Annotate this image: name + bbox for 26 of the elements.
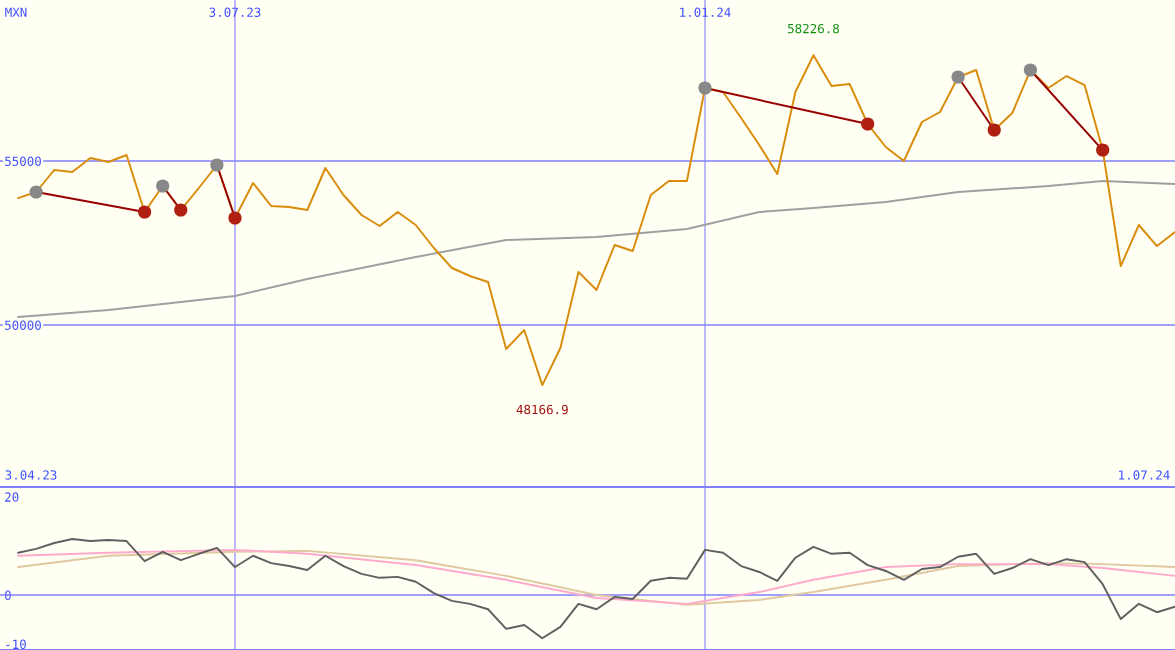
annotation: 3.04.23 <box>5 470 57 480</box>
annotation: 48166.9 <box>516 404 568 415</box>
point <box>156 179 170 193</box>
y-tick-label: 55000 <box>5 156 41 166</box>
annotation: 1.07.24 <box>1119 470 1170 480</box>
x-tick-label: 1.01.24 <box>680 7 731 18</box>
point <box>1023 63 1037 77</box>
point <box>29 185 43 199</box>
y-tick-label: 20 <box>5 492 19 502</box>
point <box>698 81 712 95</box>
line-series <box>17 538 1175 640</box>
point <box>228 211 242 225</box>
line-series <box>17 180 1175 318</box>
point <box>987 123 1001 137</box>
point <box>1096 143 1110 157</box>
point <box>861 117 875 131</box>
y-tick-label: 50000 <box>5 320 41 330</box>
y-tick-label: -10 <box>6 639 26 650</box>
point <box>951 70 965 84</box>
point <box>210 158 224 172</box>
y-axis-title: MXN <box>5 7 27 17</box>
x-tick-label: 3.07.23 <box>209 7 261 18</box>
y-tick-label: 0 <box>4 590 11 600</box>
point <box>174 203 188 217</box>
annotation: 58226.8 <box>788 23 839 34</box>
point <box>138 205 152 219</box>
